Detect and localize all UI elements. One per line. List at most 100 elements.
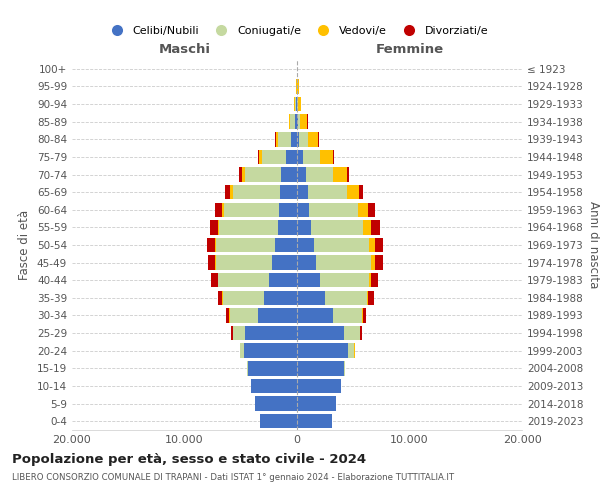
Bar xyxy=(278,220,297,234)
Bar xyxy=(278,132,291,146)
Bar xyxy=(347,168,349,181)
Bar xyxy=(260,414,297,428)
Bar xyxy=(297,202,310,217)
Bar xyxy=(360,326,362,340)
Bar xyxy=(371,273,379,287)
Bar xyxy=(275,132,278,146)
Bar xyxy=(291,132,297,146)
Bar xyxy=(257,150,259,164)
Bar xyxy=(359,185,363,200)
Bar xyxy=(320,150,333,164)
Bar xyxy=(240,344,244,358)
Bar xyxy=(368,290,374,305)
Bar xyxy=(310,202,358,217)
Bar xyxy=(220,220,278,234)
Bar xyxy=(299,132,308,146)
Bar xyxy=(297,326,344,340)
Bar xyxy=(218,220,220,234)
Bar xyxy=(248,361,297,376)
Bar xyxy=(297,150,302,164)
Bar xyxy=(358,202,368,217)
Bar xyxy=(367,290,368,305)
Bar xyxy=(226,308,229,322)
Bar xyxy=(347,185,359,200)
Bar xyxy=(218,290,223,305)
Bar xyxy=(297,185,308,200)
Bar xyxy=(286,150,297,164)
Bar xyxy=(257,308,297,322)
Bar xyxy=(297,396,337,411)
Bar xyxy=(207,238,215,252)
Bar xyxy=(256,396,297,411)
Bar xyxy=(297,79,299,94)
Bar xyxy=(311,220,364,234)
Bar xyxy=(275,238,297,252)
Bar xyxy=(262,150,286,164)
Bar xyxy=(269,273,297,287)
Bar xyxy=(297,168,306,181)
Bar xyxy=(297,220,311,234)
Bar xyxy=(297,290,325,305)
Bar xyxy=(289,114,290,129)
Bar xyxy=(259,150,262,164)
Bar xyxy=(296,97,297,112)
Bar xyxy=(371,220,380,234)
Bar xyxy=(297,378,341,393)
Bar xyxy=(218,273,269,287)
Bar xyxy=(265,290,297,305)
Bar xyxy=(333,168,347,181)
Bar xyxy=(298,114,301,129)
Bar xyxy=(374,238,383,252)
Bar xyxy=(297,308,333,322)
Bar xyxy=(224,202,279,217)
Text: Popolazione per età, sesso e stato civile - 2024: Popolazione per età, sesso e stato civil… xyxy=(12,452,366,466)
Bar xyxy=(226,185,230,200)
Bar xyxy=(295,97,296,112)
Bar xyxy=(245,326,297,340)
Bar xyxy=(221,202,224,217)
Bar xyxy=(251,378,297,393)
Bar xyxy=(298,97,301,112)
Bar xyxy=(279,202,297,217)
Legend: Celibi/Nubili, Coniugati/e, Vedovi/e, Divorziati/e: Celibi/Nubili, Coniugati/e, Vedovi/e, Di… xyxy=(101,21,493,40)
Bar xyxy=(363,308,367,322)
Bar xyxy=(297,97,298,112)
Bar xyxy=(371,256,375,270)
Bar xyxy=(369,273,371,287)
Bar xyxy=(233,326,245,340)
Bar xyxy=(344,326,360,340)
Bar xyxy=(347,344,355,358)
Bar xyxy=(344,361,345,376)
Bar xyxy=(215,202,221,217)
Bar xyxy=(233,185,280,200)
Bar xyxy=(230,185,233,200)
Bar xyxy=(290,114,295,129)
Bar xyxy=(280,185,297,200)
Text: Femmine: Femmine xyxy=(376,44,443,57)
Bar xyxy=(306,168,333,181)
Bar xyxy=(320,273,369,287)
Bar xyxy=(245,168,281,181)
Bar xyxy=(297,361,344,376)
Bar xyxy=(232,326,233,340)
Bar xyxy=(215,238,216,252)
Bar xyxy=(308,132,319,146)
Y-axis label: Anni di nascita: Anni di nascita xyxy=(587,202,600,288)
Bar xyxy=(210,220,218,234)
Bar xyxy=(239,168,242,181)
Bar xyxy=(242,168,245,181)
Bar xyxy=(211,273,218,287)
Bar xyxy=(316,256,371,270)
Bar xyxy=(297,114,298,129)
Bar xyxy=(297,414,332,428)
Text: LIBERO CONSORZIO COMUNALE DI TRAPANI - Dati ISTAT 1° gennaio 2024 - Elaborazione: LIBERO CONSORZIO COMUNALE DI TRAPANI - D… xyxy=(12,472,454,482)
Bar xyxy=(302,150,320,164)
Bar xyxy=(308,185,347,200)
Bar xyxy=(295,114,297,129)
Bar xyxy=(333,308,362,322)
Bar xyxy=(244,344,297,358)
Bar xyxy=(314,238,369,252)
Bar xyxy=(297,132,299,146)
Bar xyxy=(216,256,272,270)
Bar xyxy=(375,256,383,270)
